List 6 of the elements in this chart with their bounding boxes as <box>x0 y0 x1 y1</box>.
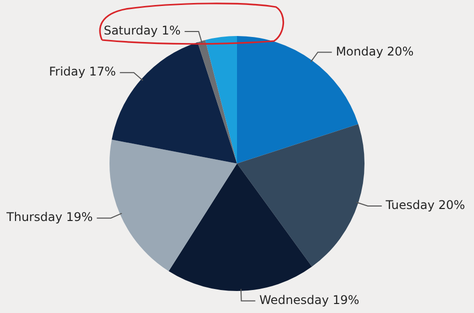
slice-label: Saturday 1% <box>104 24 181 38</box>
slice-label: Friday 17% <box>49 64 116 79</box>
slice-label: Thursday 19% <box>6 210 93 224</box>
slice-label: Tuesday 20% <box>384 198 466 212</box>
slice-label: Monday 20% <box>336 44 414 58</box>
slice-label: Wednesday 19% <box>259 293 360 308</box>
